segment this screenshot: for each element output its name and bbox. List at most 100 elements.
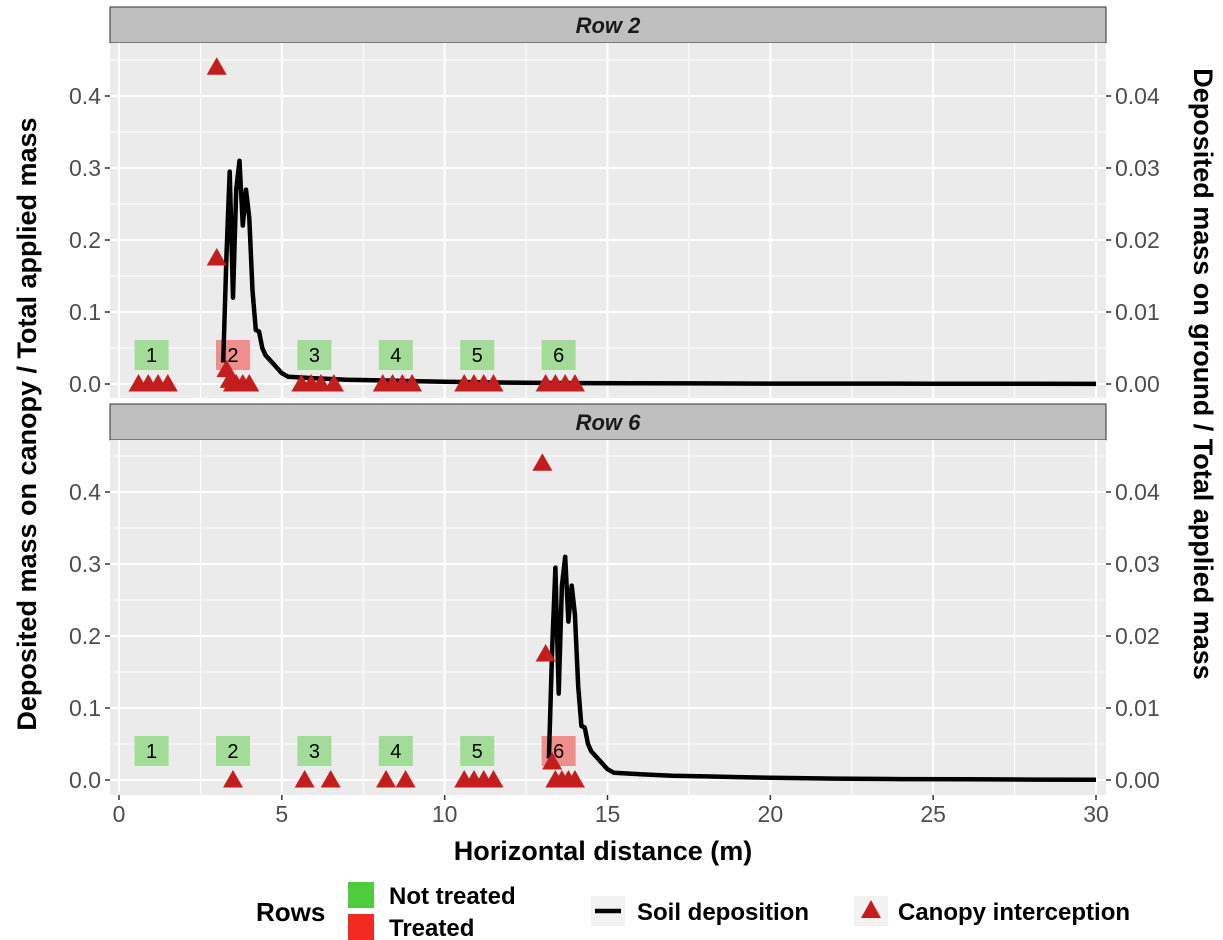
canopy-point [532, 453, 553, 471]
y-tick-label-right: 0.02 [1115, 227, 1160, 253]
legend-swatch [861, 900, 881, 918]
panel-1: Row 2 0.0 0.1 0.2 0.3 0.4 0.00 0.01 0.02 0.03 0.04… [69, 6, 1160, 398]
row-box-label: 3 [309, 345, 320, 367]
row-box-6: 6 [541, 340, 576, 370]
row-box-label: 1 [146, 345, 157, 367]
legend-item-canopy-interception: Canopy interception [854, 896, 1130, 926]
y-tick-label-left: 0.2 [69, 227, 101, 253]
row-box-3: 3 [297, 736, 332, 766]
canopy-point [294, 770, 315, 788]
soil-deposition-line [546, 554, 1097, 782]
y-tick-label-left: 0.3 [69, 155, 101, 181]
y-tick-label-right: 0.00 [1115, 371, 1160, 397]
y-tick-label-left: 0.2 [69, 623, 101, 649]
y-tick-label-right: 0.04 [1115, 479, 1160, 505]
row-box-fill [460, 340, 495, 370]
canopy-point [376, 770, 397, 788]
y-tick-label-right: 0.03 [1115, 155, 1160, 181]
row-box-label: 2 [227, 741, 238, 763]
x-tick-label: 10 [432, 801, 458, 827]
canopy-point [564, 374, 585, 392]
panels-layer: Row 20.00.10.20.30.40.000.010.020.030.04… [69, 6, 1160, 827]
y-tick-label-left: 0.1 [69, 695, 101, 721]
canopy-point [483, 374, 504, 392]
panel-strip [109, 403, 1107, 441]
row-box-fill [297, 736, 332, 766]
y-tick-label-left: 0.0 [69, 371, 101, 397]
legend-item-treated: Treated [348, 914, 474, 940]
canopy-point [310, 374, 331, 392]
x-tick-label: 0 [113, 801, 126, 827]
x-tick-label: 20 [758, 801, 784, 827]
soil-deposition-line [220, 158, 1097, 387]
canopy-point [222, 770, 243, 788]
canopy-point [402, 374, 423, 392]
legend-label: Not treated [389, 883, 516, 910]
row-box-4: 4 [378, 736, 413, 766]
panel-title: Row 2 [576, 13, 642, 38]
row-box-label: 5 [472, 741, 483, 763]
y-tick-label-right: 0.02 [1115, 623, 1160, 649]
legend-item-soil-deposition: Soil deposition [591, 896, 809, 926]
row-box-fill [134, 340, 169, 370]
row-box-fill [215, 736, 250, 766]
row-box-4: 4 [378, 340, 413, 370]
y-tick-label-right: 0.03 [1115, 551, 1160, 577]
y-tick-label-left: 0.1 [69, 299, 101, 325]
row-box-fill [541, 340, 576, 370]
y-tick-label-right: 0.01 [1115, 695, 1160, 721]
canopy-point [542, 752, 563, 770]
y-tick-label-right: 0.00 [1115, 767, 1160, 793]
canopy-point [483, 770, 504, 788]
row-box-fill [378, 736, 413, 766]
row-box-fill [460, 736, 495, 766]
canopy-point [395, 770, 416, 788]
legend-label: Treated [389, 915, 474, 940]
row-box-fill [297, 340, 332, 370]
canopy-point [323, 374, 344, 392]
row-box-label: 2 [227, 345, 238, 367]
legend-label: Soil deposition [637, 899, 809, 926]
canopy-point [216, 359, 237, 378]
canopy-point [206, 57, 227, 75]
row-box-label: 4 [390, 741, 401, 763]
legend-swatch [348, 914, 374, 940]
y-axis-title-right: Deposited mass on ground / Total applied… [1188, 68, 1218, 680]
legend-swatch [348, 882, 374, 908]
row-box-label: 3 [309, 741, 320, 763]
row-box-label: 6 [553, 345, 564, 367]
row-box-5: 5 [460, 736, 495, 766]
canopy-point [157, 374, 178, 392]
x-tick-label: 25 [920, 801, 946, 827]
canopy-point [206, 248, 227, 266]
y-tick-label-left: 0.0 [69, 767, 101, 793]
row-box-1: 1 [134, 340, 169, 370]
legend-item-not-treated: Not treated [348, 882, 516, 910]
panel-title: Row 6 [576, 410, 642, 435]
row-box-3: 3 [297, 340, 332, 370]
row-box-2: 2 [215, 736, 250, 766]
row-box-5: 5 [460, 340, 495, 370]
row-box-label: 1 [146, 741, 157, 763]
legend: Rows Not treated Treated Soil deposition Can… [256, 882, 1130, 940]
canopy-point [564, 770, 585, 788]
x-tick-label: 5 [275, 801, 288, 827]
legend-title: Rows [256, 897, 325, 927]
row-box-label: 6 [553, 741, 564, 763]
panel-2: Row 6 0.0 0.1 0.2 0.3 0.4 0.00 0.01 0.02 0.03 0.04… [69, 403, 1160, 795]
y-tick-label-left: 0.4 [69, 479, 101, 505]
row-box-fill [134, 736, 169, 766]
x-tick-label: 30 [1083, 801, 1109, 827]
y-tick-label-right: 0.04 [1115, 83, 1160, 109]
row-box-2: 2 [215, 340, 250, 370]
legend-label: Canopy interception [898, 899, 1130, 926]
row-box-fill [378, 340, 413, 370]
y-tick-label-left: 0.3 [69, 551, 101, 577]
y-axis-title-left: Deposited mass on canopy / Total applied… [12, 117, 42, 730]
canopy-point [239, 374, 260, 392]
y-tick-label-right: 0.01 [1115, 299, 1160, 325]
panel-strip [109, 6, 1107, 44]
x-tick-label: 15 [595, 801, 621, 827]
canopy-point [535, 644, 556, 662]
